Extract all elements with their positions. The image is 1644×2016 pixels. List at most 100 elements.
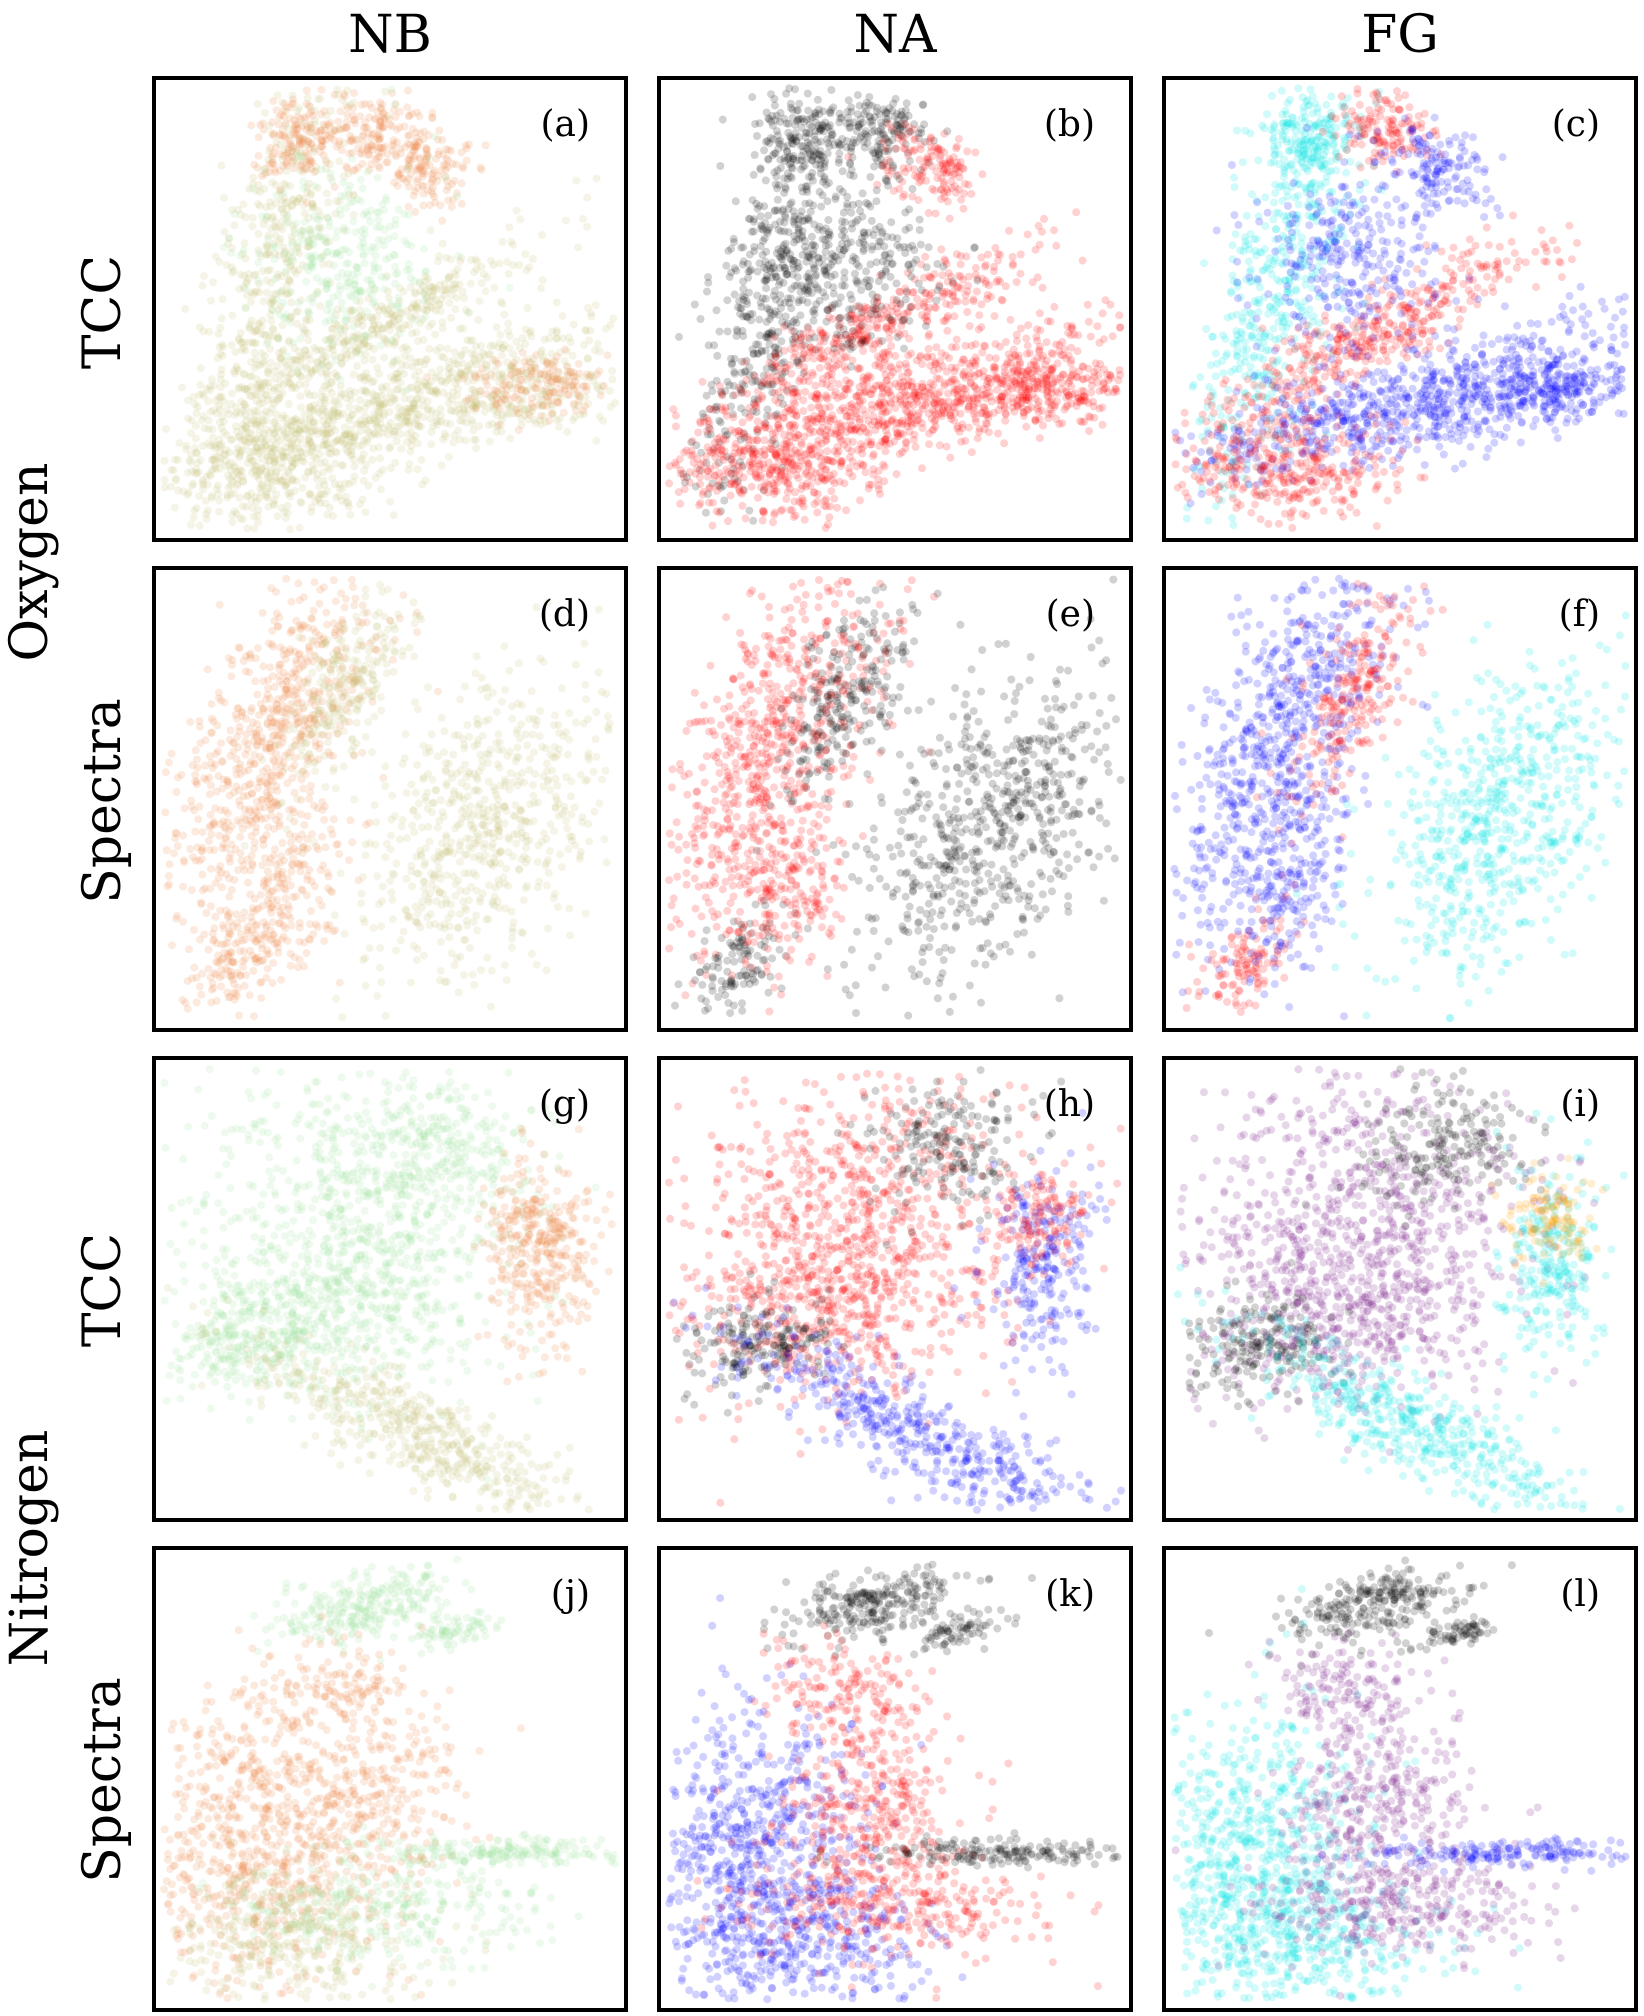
- scatter-point: [584, 303, 592, 312]
- scatter-point: [469, 376, 478, 385]
- scatter-point: [1048, 350, 1057, 359]
- scatter-point: [282, 211, 291, 220]
- scatter-point: [319, 120, 328, 129]
- scatter-point: [426, 226, 435, 235]
- scatter-point: [503, 258, 512, 267]
- scatter-point: [183, 490, 192, 499]
- scatter-point: [350, 116, 359, 125]
- scatter-point: [311, 365, 320, 374]
- scatter-point: [373, 363, 382, 372]
- scatter-point: [306, 123, 315, 132]
- scatter-point: [295, 133, 304, 142]
- scatter-point: [241, 346, 250, 355]
- scatter-point: [293, 197, 302, 206]
- scatter-point: [526, 327, 535, 336]
- scatter-point: [284, 140, 293, 148]
- scatter-point: [417, 162, 426, 171]
- scatter-point: [451, 359, 460, 368]
- scatter-point: [351, 119, 360, 128]
- scatter-point: [336, 381, 345, 390]
- scatter-point: [384, 306, 393, 314]
- scatter-point: [397, 165, 406, 174]
- scatter-point: [188, 481, 197, 490]
- scatter-point: [248, 213, 257, 222]
- scatter-point: [780, 188, 789, 197]
- scatter-point: [278, 286, 287, 295]
- scatter-point: [823, 426, 832, 435]
- scatter-point: [1035, 434, 1044, 443]
- scatter-point: [187, 450, 196, 459]
- scatter-point: [414, 304, 423, 313]
- scatter-point: [174, 486, 182, 495]
- scatter-point: [422, 149, 431, 158]
- scatter-point: [268, 332, 277, 341]
- scatter-point: [346, 305, 355, 314]
- scatter-point: [288, 195, 297, 204]
- scatter-point: [477, 341, 485, 350]
- scatter-point: [802, 115, 811, 124]
- scatter-point: [293, 368, 302, 377]
- scatter-point: [266, 197, 275, 206]
- scatter-point: [813, 95, 822, 104]
- scatter-point: [579, 341, 588, 350]
- scatter-point: [547, 349, 556, 358]
- scatter-point: [238, 477, 247, 486]
- scatter-point: [376, 454, 384, 463]
- scatter-point: [449, 285, 458, 294]
- scatter-point: [439, 388, 448, 397]
- scatter-point: [231, 402, 240, 411]
- scatter-point: [467, 349, 476, 358]
- scatter-point: [266, 299, 275, 308]
- scatter-point: [250, 288, 259, 297]
- scatter-point: [245, 338, 254, 347]
- scatter-point: [318, 142, 326, 151]
- scatter-point: [306, 160, 315, 169]
- scatter-point: [290, 415, 299, 424]
- scatter-point: [310, 120, 319, 129]
- scatter-point: [370, 320, 379, 329]
- scatter-point: [359, 251, 368, 260]
- scatter-point: [365, 149, 374, 158]
- scatter-point: [750, 372, 759, 381]
- scatter-point: [378, 236, 387, 245]
- scatter-point: [272, 425, 281, 434]
- scatter-point: [1023, 230, 1032, 239]
- scatter-point: [421, 144, 430, 152]
- scatter-point: [238, 473, 247, 481]
- scatter-point: [185, 456, 194, 465]
- scatter-point: [206, 471, 215, 480]
- scatter-point: [762, 332, 771, 341]
- scatter-point: [685, 468, 694, 477]
- scatter-point: [286, 318, 295, 327]
- scatter-point: [309, 401, 318, 409]
- scatter-point: [240, 271, 249, 280]
- scatter-point: [459, 164, 467, 173]
- scatter-point: [233, 479, 242, 488]
- scatter-point: [260, 185, 269, 193]
- scatter-point: [423, 355, 432, 363]
- scatter-point: [356, 396, 364, 404]
- scatter-point: [871, 323, 880, 332]
- scatter-point: [273, 362, 282, 371]
- scatter-point: [442, 145, 451, 154]
- scatter-point: [394, 299, 403, 308]
- scatter-point: [393, 413, 402, 422]
- scatter-point: [248, 179, 257, 188]
- scatter-point: [259, 165, 268, 174]
- scatter-point: [269, 452, 278, 461]
- scatter-point: [340, 338, 348, 347]
- scatter-point: [830, 140, 838, 149]
- scatter-point: [356, 149, 365, 158]
- scatter-point: [261, 108, 269, 117]
- scatter-point: [385, 408, 394, 417]
- scatter-point: [327, 129, 336, 138]
- scatter-point: [330, 261, 338, 270]
- scatter-point: [1024, 321, 1033, 330]
- scatter-point: [337, 352, 345, 361]
- scatter-point: [368, 145, 377, 154]
- scatter-point: [761, 176, 770, 185]
- scatter-point: [504, 269, 513, 278]
- scatter-point: [190, 506, 199, 515]
- scatter-point: [251, 419, 260, 428]
- scatter-point: [365, 427, 373, 436]
